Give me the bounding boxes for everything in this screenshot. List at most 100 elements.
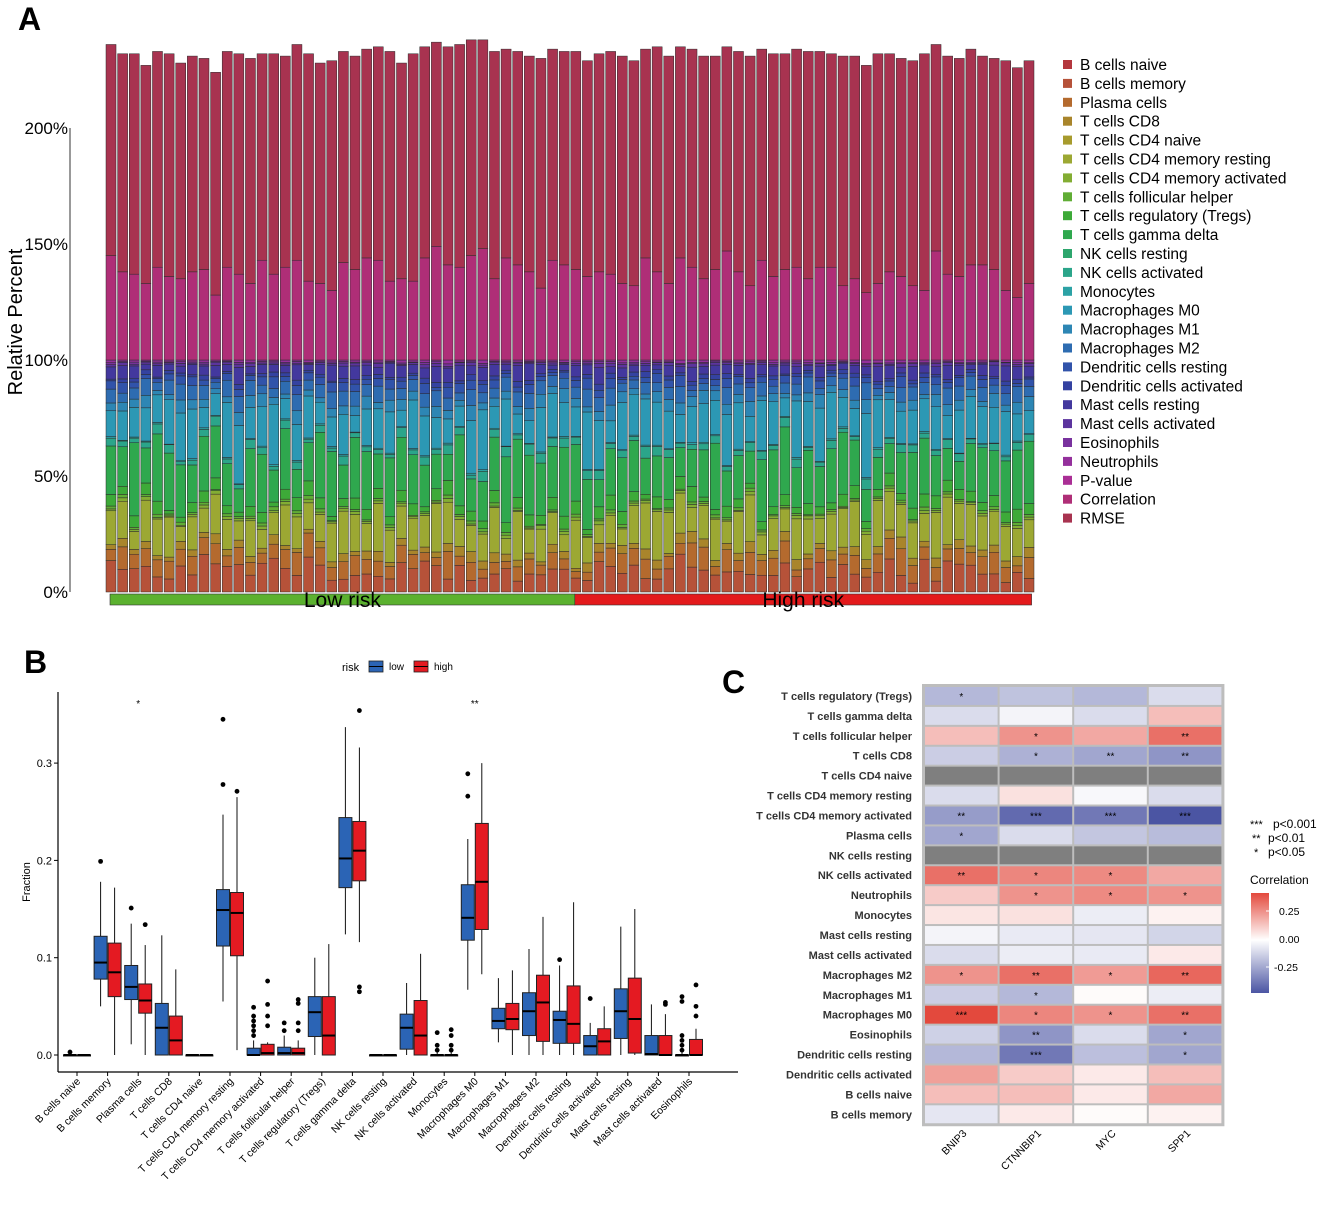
bar-segment xyxy=(477,533,489,562)
bar-segment xyxy=(1012,525,1023,529)
bar-segment xyxy=(256,562,268,593)
bar-segment xyxy=(140,363,152,371)
bar-segment xyxy=(907,452,919,509)
significance-stars: * xyxy=(959,831,963,842)
bar-segment xyxy=(628,376,640,381)
bar-segment xyxy=(698,569,709,593)
significance-stars: ** xyxy=(1032,1031,1040,1042)
bar-segment xyxy=(338,390,349,407)
bar-segment xyxy=(245,366,256,375)
bar-segment xyxy=(233,389,245,397)
bar-segment xyxy=(570,386,582,399)
bar-segment xyxy=(210,388,221,394)
bar-segment xyxy=(163,556,175,562)
significance-stars: ** xyxy=(1181,971,1189,982)
bar-segment xyxy=(582,580,593,593)
bar-segment xyxy=(593,520,605,526)
bar-segment xyxy=(384,457,396,518)
bar-segment xyxy=(826,376,837,387)
bar-segment xyxy=(465,478,477,512)
bar-segment xyxy=(977,406,988,444)
bar-segment xyxy=(954,409,965,454)
bar-segment xyxy=(105,410,117,437)
bar-segment xyxy=(791,518,802,560)
bar-segment xyxy=(663,387,675,400)
bar-segment xyxy=(489,51,500,280)
bar-segment xyxy=(210,477,221,490)
bar-segment xyxy=(756,48,767,261)
bar-segment xyxy=(280,498,291,502)
heatmap-cell xyxy=(999,706,1073,725)
bar-segment xyxy=(163,560,175,580)
bar-segment xyxy=(210,393,221,416)
bar-segment xyxy=(442,366,454,369)
box-low xyxy=(552,1010,567,1044)
significance-stars: * xyxy=(1034,871,1038,882)
bar-segment xyxy=(582,479,593,530)
bar-segment xyxy=(128,527,140,530)
outlier-point xyxy=(142,922,148,928)
row-label: Mast cells activated xyxy=(809,950,912,962)
bar-segment xyxy=(117,402,128,412)
bar-segment xyxy=(221,51,233,268)
bar-segment xyxy=(384,280,396,361)
bar-segment xyxy=(384,399,396,413)
bar-segment xyxy=(919,372,930,378)
bar-segment xyxy=(802,518,814,555)
bar-segment xyxy=(733,507,744,511)
bar-segment xyxy=(675,447,686,477)
bar-segment xyxy=(210,425,221,479)
significance-stars: ** xyxy=(1181,752,1189,763)
bar-segment xyxy=(535,58,547,289)
bar-segment xyxy=(105,508,117,512)
bar-segment xyxy=(512,566,523,582)
significance-marker: ** xyxy=(471,699,479,710)
outlier-point xyxy=(448,1042,454,1048)
row-label: Plasma cells xyxy=(846,830,912,842)
significance-marker: * xyxy=(136,699,140,710)
bar-segment xyxy=(605,387,616,406)
bar-segment xyxy=(349,55,361,270)
bar-segment xyxy=(872,395,884,401)
legend-swatch xyxy=(1063,362,1072,372)
heatmap-cell xyxy=(1074,806,1147,825)
bar-segment xyxy=(500,561,512,569)
bar-segment xyxy=(651,559,663,570)
bar-segment xyxy=(500,568,512,593)
bar-segment xyxy=(988,393,1000,408)
bar-segment xyxy=(535,462,547,516)
box-low xyxy=(399,1013,414,1050)
bar-segment xyxy=(233,488,245,513)
bar-segment xyxy=(465,472,477,476)
bar-segment xyxy=(942,479,953,493)
bar-segment xyxy=(419,364,431,369)
bar-segment xyxy=(640,363,651,366)
bar-segment xyxy=(733,455,744,500)
bar-segment xyxy=(965,264,977,361)
bar-segment xyxy=(221,371,233,374)
bar-segment xyxy=(942,448,953,481)
bar-segment xyxy=(349,432,361,438)
bar-segment xyxy=(849,359,860,363)
bar-segment xyxy=(233,384,245,390)
bar-segment xyxy=(128,361,140,365)
bar-segment xyxy=(617,283,628,361)
bar-segment xyxy=(175,383,186,401)
bar-segment xyxy=(884,271,895,361)
bar-segment xyxy=(721,549,733,573)
y-tick-label: 200% xyxy=(25,119,68,138)
bar-segment xyxy=(861,559,872,569)
bar-segment xyxy=(245,380,256,396)
box-high xyxy=(474,822,489,930)
bar-segment xyxy=(675,386,686,404)
bar-segment xyxy=(628,491,640,502)
outlier-point xyxy=(265,1013,270,1019)
bar-segment xyxy=(709,566,721,576)
box-high xyxy=(413,1000,428,1056)
bar-segment xyxy=(675,532,686,544)
legend-label: T cells gamma delta xyxy=(1080,227,1219,244)
heatmap-cell xyxy=(1074,1025,1147,1044)
bar-segment xyxy=(663,553,675,557)
bar-segment xyxy=(489,573,500,593)
bar-segment xyxy=(884,399,895,438)
